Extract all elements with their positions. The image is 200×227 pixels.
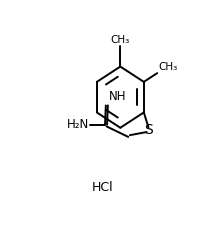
Text: HCl: HCl xyxy=(92,181,113,194)
Text: NH: NH xyxy=(109,90,126,103)
Text: CH₃: CH₃ xyxy=(159,62,178,72)
Text: H₂N: H₂N xyxy=(67,118,90,131)
Text: CH₃: CH₃ xyxy=(111,35,130,45)
Text: S: S xyxy=(144,123,153,137)
